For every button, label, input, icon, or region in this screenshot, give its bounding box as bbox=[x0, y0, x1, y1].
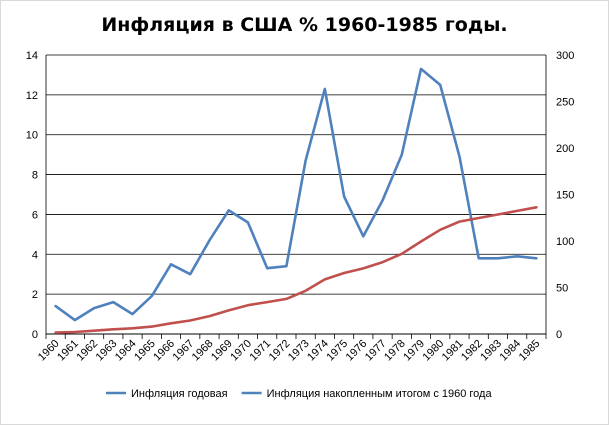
x-tick-label: 1960 bbox=[36, 338, 62, 364]
x-tick-label: 1976 bbox=[344, 338, 370, 364]
y-tick-label: 4 bbox=[32, 249, 38, 261]
x-tick-label: 1978 bbox=[382, 338, 408, 364]
x-tick-label: 1977 bbox=[363, 338, 389, 364]
y-tick-label: 12 bbox=[26, 90, 38, 102]
legend-label: Инфляция годовая bbox=[131, 388, 228, 400]
x-tick-label: 1962 bbox=[74, 338, 100, 364]
x-tick-label: 1966 bbox=[151, 338, 177, 364]
x-tick-label: 1971 bbox=[247, 338, 273, 364]
y-tick-label: 2 bbox=[32, 289, 38, 301]
chart-title: Инфляция в США % 1960-1985 годы. bbox=[101, 14, 508, 36]
x-tick-label: 1961 bbox=[55, 338, 81, 364]
x-tick-label: 1972 bbox=[267, 338, 293, 364]
x-tick-label: 1967 bbox=[171, 338, 197, 364]
x-tick-label: 1974 bbox=[305, 338, 331, 364]
x-tick-label: 1982 bbox=[459, 338, 485, 364]
x-tick-label: 1984 bbox=[497, 338, 523, 364]
y2-tick-label: 300 bbox=[556, 50, 574, 62]
y2-tick-label: 150 bbox=[556, 190, 574, 202]
x-tick-label: 1963 bbox=[94, 338, 120, 364]
y2-tick-label: 100 bbox=[556, 236, 574, 248]
x-tick-label: 1975 bbox=[324, 338, 350, 364]
x-tick-label: 1970 bbox=[228, 338, 254, 364]
y-tick-label: 14 bbox=[26, 50, 38, 62]
x-tick-label: 1979 bbox=[401, 338, 427, 364]
x-tick-label: 1964 bbox=[113, 338, 139, 364]
x-tick-label: 1983 bbox=[478, 338, 504, 364]
y2-tick-label: 50 bbox=[556, 283, 568, 295]
series-line-cumulative bbox=[54, 206, 538, 334]
x-tick-label: 1981 bbox=[440, 338, 466, 364]
y2-tick-label: 0 bbox=[556, 329, 562, 341]
x-tick-label: 1973 bbox=[286, 338, 312, 364]
legend-label: Инфляция накопленным итогом с 1960 года bbox=[267, 388, 493, 400]
x-tick-label: 1985 bbox=[517, 338, 543, 364]
y-tick-label: 10 bbox=[26, 130, 38, 142]
y-tick-label: 6 bbox=[32, 209, 38, 221]
x-tick-label: 1969 bbox=[209, 338, 235, 364]
y2-tick-label: 250 bbox=[556, 97, 574, 109]
x-tick-label: 1968 bbox=[190, 338, 216, 364]
y-tick-label: 0 bbox=[32, 329, 38, 341]
y-tick-label: 8 bbox=[32, 170, 38, 182]
series-line-annual bbox=[54, 67, 538, 322]
x-tick-label: 1980 bbox=[421, 338, 447, 364]
x-tick-label: 1965 bbox=[132, 338, 158, 364]
y2-tick-label: 200 bbox=[556, 143, 574, 155]
